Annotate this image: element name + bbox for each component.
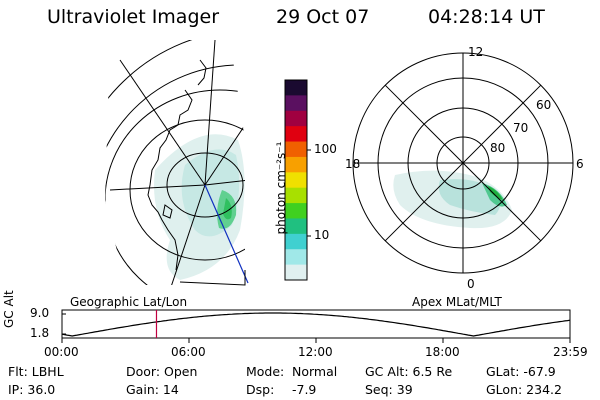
mlt-label-18: 18 — [345, 157, 361, 171]
polar-map — [352, 52, 574, 274]
altitude-ytick-bottom: 1.8 — [30, 326, 50, 340]
altitude-plot — [61, 309, 571, 343]
altitude-xtick-1800: 18:00 — [425, 345, 460, 359]
colorbar-tick-10: 10 — [314, 228, 330, 242]
gc-alt-info: GC Alt: 6.5 Re — [365, 364, 453, 379]
mlt-label-6: 6 — [576, 157, 584, 171]
mode-label: Mode: — [246, 364, 285, 379]
colorbar-band — [285, 264, 307, 281]
header-date: 29 Oct 07 — [276, 6, 370, 28]
altitude-xtick-0600: 06:00 — [171, 345, 206, 359]
colorbar-band — [285, 249, 307, 266]
colorbar-band — [285, 95, 307, 112]
door-info: Door: Open — [126, 364, 198, 379]
dsp-label: Dsp: — [246, 382, 275, 397]
glon-info: GLon: 234.2 — [486, 382, 562, 397]
colorbar — [285, 80, 307, 281]
mlt-label-0: 0 — [467, 277, 475, 291]
geographic-map — [105, 40, 249, 286]
mlt-label-12: 12 — [468, 45, 484, 59]
glat-info: GLat: -67.9 — [486, 364, 556, 379]
colorbar-band — [285, 126, 307, 143]
right-aurora-emission — [393, 170, 512, 229]
header-time: 04:28:14 UT — [428, 6, 545, 28]
colorbar-band — [285, 141, 307, 158]
colorbar-tick-100: 100 — [314, 142, 337, 156]
colorbar-band — [285, 218, 307, 235]
altitude-ytick-top: 9.0 — [30, 306, 50, 320]
left-aurora-emission — [154, 134, 245, 280]
colorbar-frame — [284, 79, 308, 281]
instrument-title: Ultraviolet Imager — [47, 6, 220, 28]
altitude-xtick-0000: 00:00 — [44, 345, 79, 359]
colorbar-band — [285, 203, 307, 219]
filter-info: Flt: LBHL — [8, 364, 64, 379]
apex-projection-label: Apex MLat/MLT — [412, 295, 502, 309]
colorbar-band — [285, 233, 307, 250]
colorbar-band — [285, 187, 307, 204]
gain-info: Gain: 14 — [126, 382, 179, 397]
colorbar-band — [285, 110, 307, 127]
mlat-label-80: 80 — [490, 141, 506, 155]
geographic-projection-label: Geographic Lat/Lon — [70, 295, 188, 309]
mlat-label-60: 60 — [536, 98, 552, 112]
mode-value: Normal — [292, 364, 338, 379]
altitude-ylabel: GC Alt — [2, 290, 16, 328]
mlat-label-70: 70 — [513, 121, 529, 135]
altitude-xtick-2359: 23:59 — [553, 345, 588, 359]
dsp-value: -7.9 — [292, 382, 317, 397]
seq-info: Seq: 39 — [365, 382, 413, 397]
altitude-xtick-1200: 12:00 — [298, 345, 333, 359]
colorbar-band — [285, 172, 307, 189]
colorbar-unit-label: photon cm⁻²s⁻¹ — [274, 141, 288, 235]
colorbar-band — [285, 80, 307, 96]
colorbar-band — [285, 156, 307, 173]
ip-info: IP: 36.0 — [8, 382, 56, 397]
